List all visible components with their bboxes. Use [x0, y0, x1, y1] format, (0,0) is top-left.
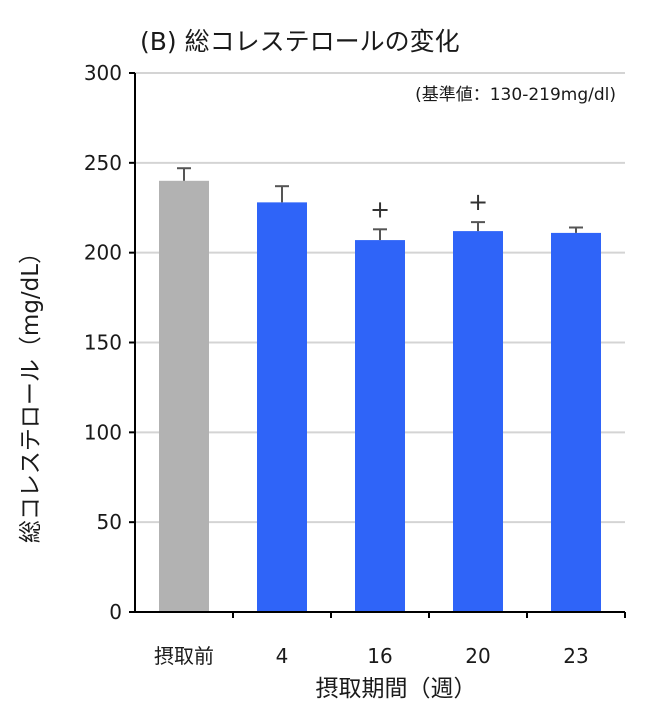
tick-labels: 0 50 100 150 200 250 300 — [84, 61, 122, 624]
bar — [159, 180, 209, 613]
bars — [159, 167, 601, 613]
category-labels: 摂取前 4 16 20 23 — [154, 644, 589, 668]
bar — [257, 202, 307, 613]
significance-mark: + — [370, 195, 390, 223]
bar — [551, 232, 601, 613]
category-label: 摂取前 — [154, 644, 214, 668]
bar — [453, 231, 503, 612]
chart-title: (B) 総コレステロールの変化 — [140, 27, 460, 56]
y-tick-label: 250 — [84, 151, 122, 175]
reference-range-note: (基準値：130-219mg/dl) — [415, 85, 616, 105]
axes — [129, 72, 626, 618]
category-label: 23 — [563, 644, 588, 668]
category-label: 16 — [367, 644, 392, 668]
category-label: 4 — [276, 644, 289, 668]
significance-mark: + — [468, 188, 488, 216]
category-label: 20 — [465, 644, 490, 668]
y-tick-label: 200 — [84, 241, 122, 265]
y-tick-label: 50 — [97, 510, 122, 534]
y-tick-label: 100 — [84, 420, 122, 444]
x-axis-label: 摂取期間（週） — [316, 676, 477, 702]
significance-marks: + + — [370, 188, 488, 223]
y-axis-label: 総コレステロール（mg/dL） — [18, 241, 44, 543]
bar — [355, 240, 405, 612]
y-tick-label: 0 — [109, 600, 122, 624]
y-tick-label: 150 — [84, 331, 122, 355]
y-tick-label: 300 — [84, 61, 122, 85]
